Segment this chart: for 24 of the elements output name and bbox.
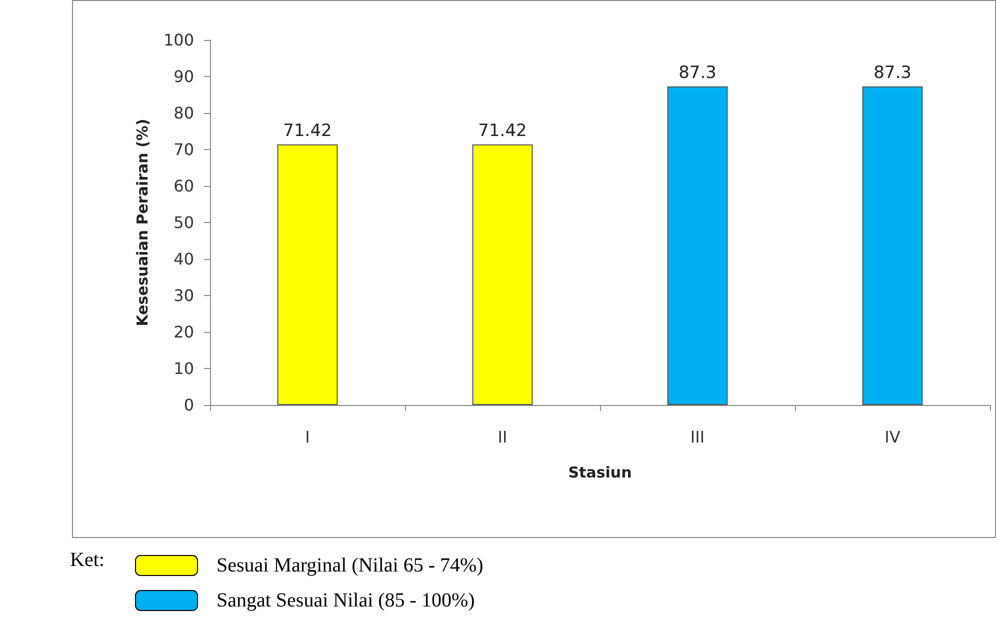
- data-label: 71.42: [283, 120, 332, 141]
- legend-label: Sangat Sesuai Nilai (85 - 100%): [216, 590, 475, 612]
- y-tick-label: 80: [174, 104, 194, 122]
- y-tick-label: 70: [174, 140, 194, 159]
- x-tick-label: I: [305, 428, 310, 446]
- y-tick-label: 100: [163, 30, 194, 50]
- y-tick-label: 0: [184, 396, 194, 414]
- legend-title: Ket:: [70, 549, 104, 571]
- data-label: 87.3: [874, 62, 912, 83]
- y-tick-label: 30: [174, 286, 194, 305]
- y-tick-label: 90: [174, 67, 194, 86]
- data-label: 71.42: [478, 120, 527, 141]
- y-tick-label: 50: [174, 213, 194, 232]
- legend-label: Sesuai Marginal (Nilai 65 - 74%): [216, 554, 484, 576]
- y-axis-title: Kesesuaian Perairan (%): [134, 118, 152, 326]
- y-tick-label: 60: [174, 176, 194, 196]
- x-tick-label: IV: [884, 428, 900, 446]
- y-tick-label: 20: [174, 322, 194, 342]
- data-label: 87.3: [678, 62, 716, 83]
- x-tick-label: II: [498, 428, 508, 446]
- x-tick-label: III: [690, 428, 705, 446]
- x-axis-title: Stasiun: [568, 464, 632, 482]
- y-tick-label: 40: [174, 250, 194, 268]
- y-tick-label: 10: [174, 359, 194, 378]
